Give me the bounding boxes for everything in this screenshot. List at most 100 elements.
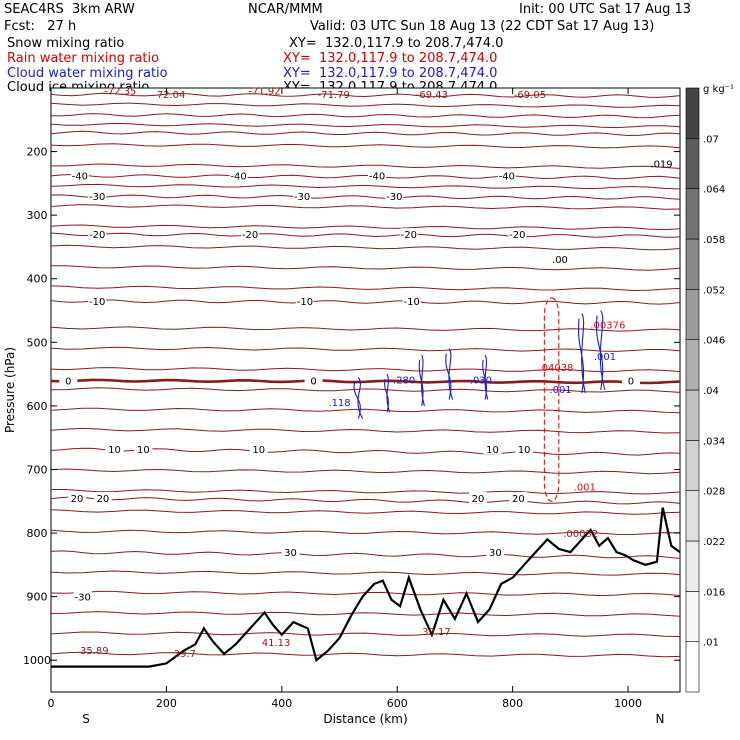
isotherm-line — [50, 285, 681, 292]
x-tick-label: 0 — [48, 697, 55, 710]
contour-label-bg — [105, 443, 124, 455]
x-tick-label: 200 — [156, 697, 177, 710]
isotherm-line — [50, 113, 681, 119]
isotherm-line — [50, 651, 681, 658]
isotherm-line — [50, 468, 681, 475]
isotherm-line — [50, 194, 681, 200]
contour-label: -10 — [403, 297, 419, 308]
colorbar-segment — [685, 490, 700, 542]
isotherm-line — [50, 346, 681, 352]
contour-label-bg — [368, 169, 387, 181]
header-init: Init: 00 UTC Sat 17 Aug 13 — [519, 2, 692, 17]
x-tick-label: 800 — [502, 697, 523, 710]
extremum-label: .00032 — [563, 529, 598, 540]
header-center: NCAR/MMM — [248, 2, 323, 17]
extremum-label: 39.17 — [422, 627, 451, 638]
section-end-label: N — [656, 712, 665, 726]
terrain-line — [51, 507, 681, 668]
isotherm-line — [50, 102, 681, 108]
isotherm-line — [50, 244, 681, 251]
cloud-water-contour — [384, 373, 391, 413]
isotherm-line — [50, 204, 681, 210]
y-tick-label: 700 — [27, 463, 48, 476]
field-xy-snow: XY= 132.0,117.9 to 208.7,474.0 — [289, 36, 504, 51]
contour-label-bg — [88, 294, 107, 306]
field-label-rain: Rain water mixing ratio — [7, 51, 160, 66]
contour-label: -20 — [242, 230, 258, 241]
field-label-snow: Snow mixing ratio — [7, 36, 125, 51]
contour-label: 20 — [512, 494, 525, 505]
contour-label-bg — [304, 374, 323, 386]
extremum-label: .030 — [470, 376, 492, 387]
contour-label: -40 — [72, 172, 88, 183]
contour-label: 0 — [310, 376, 316, 387]
field-xy-cloud: XY= 132.0,117.9 to 208.7,474.0 — [283, 66, 498, 81]
contour-label: 10 — [486, 445, 499, 456]
y-tick-label: 900 — [27, 591, 48, 604]
contour-label: -40 — [230, 172, 246, 183]
x-tick-label: 400 — [271, 697, 292, 710]
contour-label: -10 — [297, 297, 313, 308]
y-axis-label: Pressure (hPa) — [3, 347, 17, 433]
contour-label: -20 — [89, 230, 105, 241]
contour-label: -30 — [294, 192, 310, 203]
contour-label: 20 — [71, 494, 84, 505]
contour-label: -30 — [89, 192, 105, 203]
contour-label: 30 — [284, 548, 297, 559]
isotherm-line — [50, 299, 681, 305]
contour-label-bg — [483, 443, 502, 455]
y-tick-label: 400 — [27, 273, 48, 286]
header-fcst: Fcst: 27 h — [4, 19, 77, 34]
colorbar-tick-label: .04 — [703, 386, 719, 397]
colorbar-segment — [685, 389, 700, 441]
contour-label-bg — [469, 492, 488, 504]
isotherm-line — [50, 550, 681, 559]
contour-label-bg — [67, 492, 86, 504]
colorbar-tick-label: .064 — [703, 185, 725, 196]
contour-label-bg — [515, 443, 534, 455]
isotherm-line — [51, 489, 681, 495]
contour-label: -20 — [509, 230, 525, 241]
contour-label: -40 — [369, 172, 385, 183]
extremum-label: .001 — [549, 385, 571, 396]
contour-label: 0 — [65, 376, 71, 387]
isotherm-line — [50, 378, 681, 385]
colorbar-segment — [685, 641, 700, 693]
isotherm-line — [50, 509, 681, 515]
isotherm-line — [50, 407, 681, 414]
y-tick-label: 600 — [27, 400, 48, 413]
isotherm-line — [50, 326, 681, 332]
contour-label: 10 — [252, 445, 265, 456]
cloud-water-contour — [418, 354, 425, 407]
isotherm-line — [50, 92, 681, 98]
colorbar-unit-label: g kg⁻¹ — [703, 84, 734, 95]
contour-label-bg — [59, 374, 78, 386]
colorbar-segment — [685, 289, 700, 340]
colorbar-segment — [685, 188, 700, 240]
y-tick-label: 1000 — [23, 654, 51, 667]
field-xy-rain: XY= 132.0,117.9 to 208.7,474.0 — [283, 51, 498, 66]
x-tick-label: 1000 — [614, 697, 642, 710]
contour-label-bg — [88, 228, 107, 240]
contour-label-bg — [249, 443, 268, 455]
colorbar-tick-label: .01 — [703, 638, 719, 649]
extremum-label: -72.04 — [153, 90, 185, 101]
contour-label: -40 — [499, 172, 515, 183]
contour-label: -20 — [401, 230, 417, 241]
colorbar-segment — [685, 339, 700, 391]
cloud-water-contour — [577, 313, 586, 394]
colorbar-tick-label: .046 — [703, 336, 725, 347]
contour-label-bg — [293, 190, 312, 202]
extremum-label: -69.05 — [514, 90, 546, 101]
colorbar-tick-label: .034 — [703, 436, 725, 447]
colorbar-segment — [685, 591, 700, 642]
isotherm-line — [50, 224, 681, 231]
y-tick-label: 200 — [27, 146, 48, 159]
isotherm-line — [50, 173, 681, 180]
y-tick-label: 800 — [27, 527, 48, 540]
extremum-label: 41.13 — [262, 638, 291, 649]
colorbar-segment — [685, 238, 700, 290]
isotherm-line — [50, 631, 681, 637]
extremum-label: .00 — [552, 255, 568, 266]
